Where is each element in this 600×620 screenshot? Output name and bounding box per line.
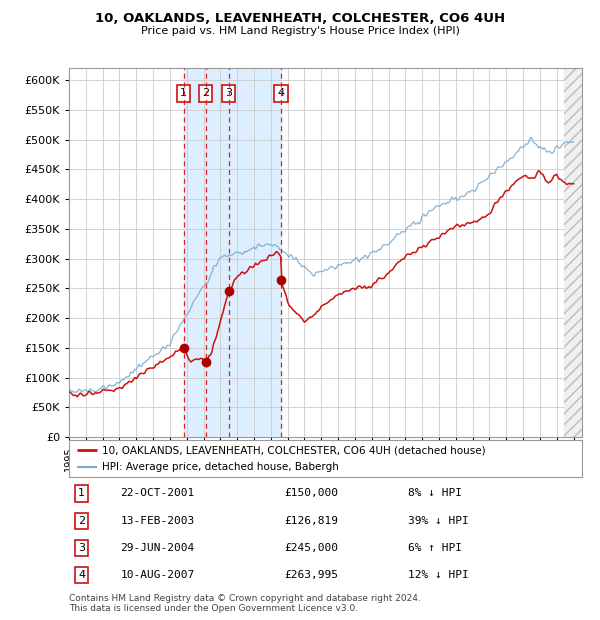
- Text: £150,000: £150,000: [284, 489, 338, 498]
- Text: 4: 4: [78, 570, 85, 580]
- Text: 12% ↓ HPI: 12% ↓ HPI: [407, 570, 469, 580]
- Text: 10, OAKLANDS, LEAVENHEATH, COLCHESTER, CO6 4UH: 10, OAKLANDS, LEAVENHEATH, COLCHESTER, C…: [95, 12, 505, 25]
- Text: 2: 2: [78, 516, 85, 526]
- Text: 2: 2: [202, 88, 209, 98]
- Text: £263,995: £263,995: [284, 570, 338, 580]
- Text: 1: 1: [180, 88, 187, 98]
- Bar: [184, 68, 281, 437]
- Text: 3: 3: [79, 543, 85, 553]
- Text: 1: 1: [79, 489, 85, 498]
- Text: 29-JUN-2004: 29-JUN-2004: [121, 543, 194, 553]
- Text: 4: 4: [278, 88, 284, 98]
- Text: HPI: Average price, detached house, Babergh: HPI: Average price, detached house, Babe…: [103, 463, 339, 472]
- Text: £245,000: £245,000: [284, 543, 338, 553]
- Bar: [564, 68, 582, 437]
- Text: 6% ↑ HPI: 6% ↑ HPI: [407, 543, 461, 553]
- Text: 10, OAKLANDS, LEAVENHEATH, COLCHESTER, CO6 4UH (detached house): 10, OAKLANDS, LEAVENHEATH, COLCHESTER, C…: [103, 445, 486, 455]
- Text: 10-AUG-2007: 10-AUG-2007: [121, 570, 194, 580]
- Bar: [564, 68, 582, 437]
- Text: 3: 3: [225, 88, 232, 98]
- Text: Contains HM Land Registry data © Crown copyright and database right 2024.
This d: Contains HM Land Registry data © Crown c…: [69, 594, 421, 613]
- Text: £126,819: £126,819: [284, 516, 338, 526]
- Text: 8% ↓ HPI: 8% ↓ HPI: [407, 489, 461, 498]
- Text: 39% ↓ HPI: 39% ↓ HPI: [407, 516, 469, 526]
- Text: 13-FEB-2003: 13-FEB-2003: [121, 516, 194, 526]
- Text: Price paid vs. HM Land Registry's House Price Index (HPI): Price paid vs. HM Land Registry's House …: [140, 26, 460, 36]
- Text: 22-OCT-2001: 22-OCT-2001: [121, 489, 194, 498]
